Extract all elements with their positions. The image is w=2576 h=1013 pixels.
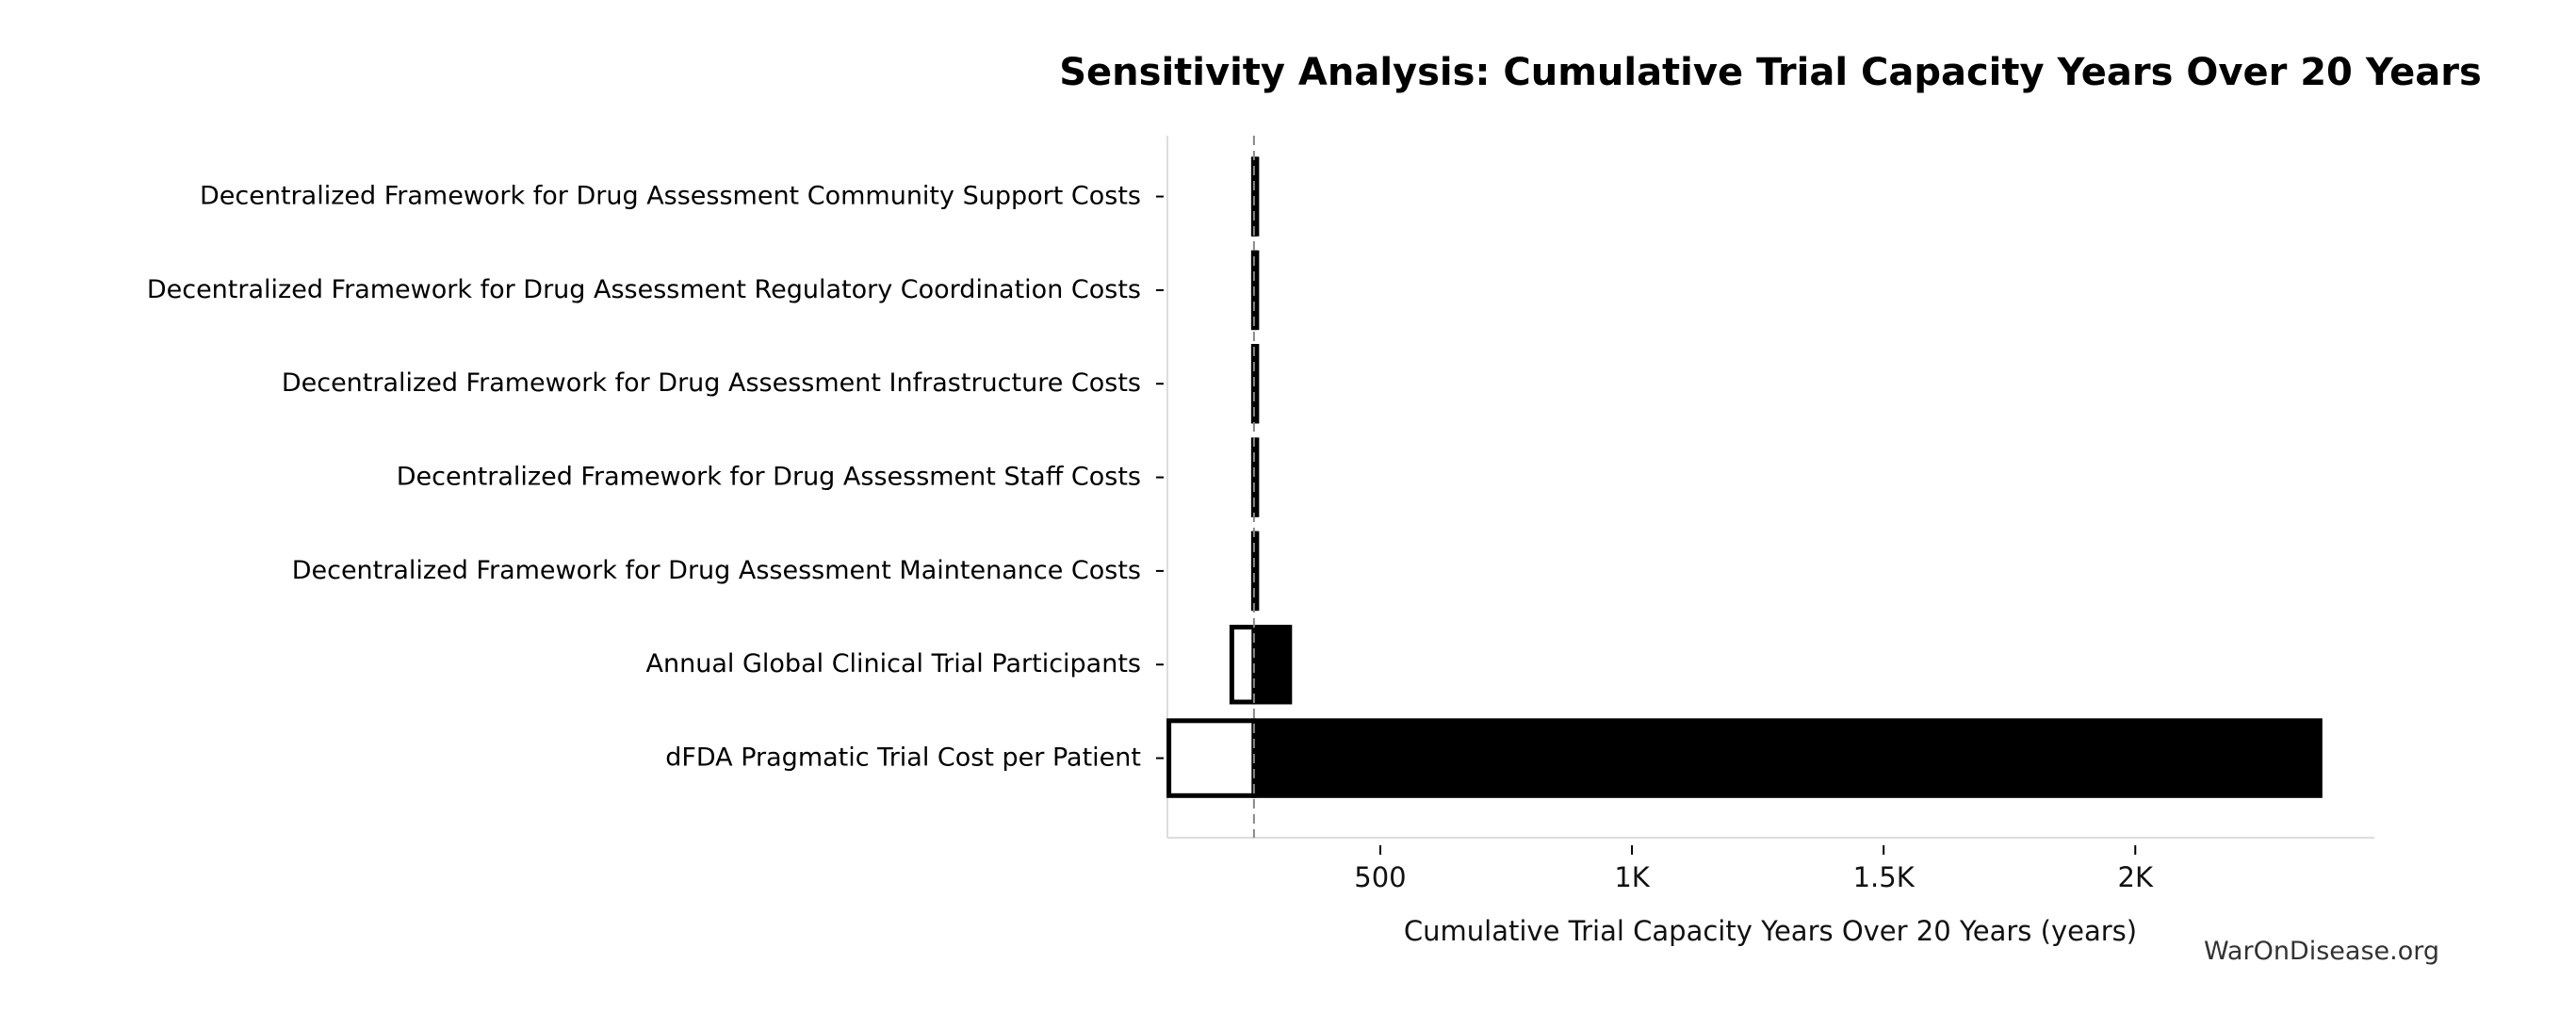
y-tick-label: dFDA Pragmatic Trial Cost per Patient: [665, 743, 1141, 773]
bar-low: [1229, 625, 1257, 705]
bar-high: [1251, 625, 1293, 705]
bar-high: [1251, 437, 1260, 517]
x-tick-label: 1K: [1614, 861, 1650, 893]
x-tick-label: 500: [1354, 861, 1406, 893]
x-tick-label: 2K: [2118, 861, 2154, 893]
bar-low: [1166, 718, 1257, 798]
y-tick-label: Decentralized Framework for Drug Assessm…: [292, 556, 1141, 585]
y-tick-label: Decentralized Framework for Drug Assessm…: [200, 182, 1141, 211]
watermark: WarOnDisease.org: [2204, 937, 2439, 966]
y-tick-label: Decentralized Framework for Drug Assessm…: [147, 275, 1141, 304]
x-tick-label: 1.5K: [1853, 861, 1916, 893]
bar-high: [1251, 718, 2323, 798]
plot-area: Decentralized Framework for Drug Assessm…: [147, 136, 2374, 893]
y-tick-label: Decentralized Framework for Drug Assessm…: [397, 463, 1141, 492]
chart-title: Sensitivity Analysis: Cumulative Trial C…: [1059, 51, 2482, 94]
x-axis-label: Cumulative Trial Capacity Years Over 20 …: [1404, 915, 2137, 947]
y-tick-label: Annual Global Clinical Trial Participant…: [646, 649, 1141, 678]
bar-high: [1251, 531, 1260, 612]
y-tick-label: Decentralized Framework for Drug Assessm…: [282, 368, 1141, 398]
